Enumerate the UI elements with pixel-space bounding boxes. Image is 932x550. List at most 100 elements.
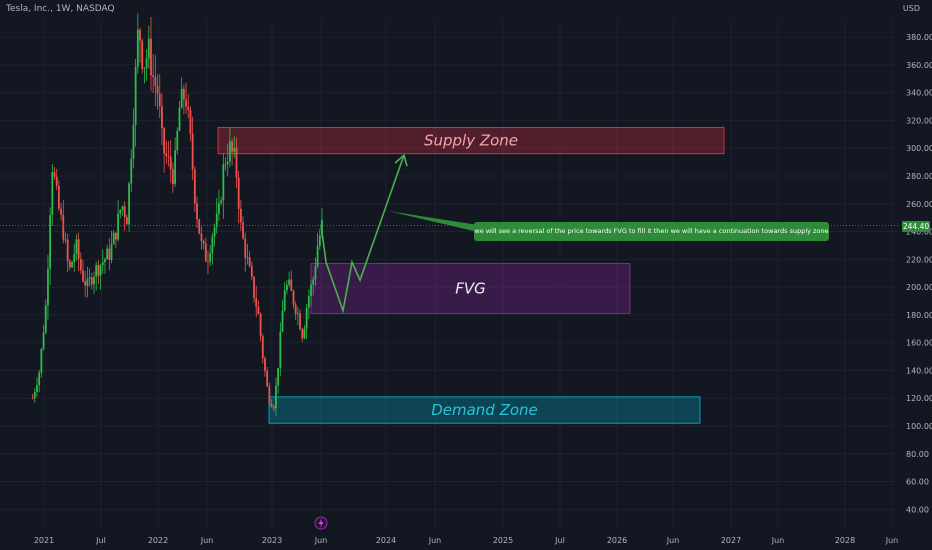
candle-body	[198, 219, 201, 234]
demand-zone	[268, 396, 701, 424]
candle-body	[161, 106, 163, 129]
candle-body	[266, 371, 269, 387]
candle-body	[101, 262, 104, 266]
candle-body	[53, 172, 56, 177]
candle-body	[270, 404, 273, 407]
x-tick-label: Jun	[200, 536, 214, 545]
candle-body	[132, 124, 135, 159]
candle-body	[73, 253, 76, 263]
candle-body	[268, 386, 271, 405]
candle-body	[60, 208, 62, 215]
candle-body	[44, 305, 47, 333]
candle-body	[299, 313, 301, 330]
x-tick-label: 2024	[376, 536, 396, 545]
candle-body	[196, 203, 198, 220]
x-tick-label: Jul	[554, 536, 565, 545]
candle-body	[134, 67, 137, 125]
candle-body	[110, 244, 113, 260]
candle-body	[290, 279, 293, 291]
candle-body	[104, 259, 106, 263]
candle-body	[93, 277, 95, 285]
candle-body	[33, 392, 36, 399]
y-tick-label: 80.00	[906, 450, 929, 459]
x-tick-label: Jul	[95, 536, 106, 545]
candle-body	[281, 310, 284, 332]
x-tick-label: Jun	[771, 536, 785, 545]
candle-body	[38, 372, 41, 386]
candle-body	[200, 233, 203, 242]
candle-body	[112, 232, 115, 245]
candle-body	[145, 58, 148, 68]
projection-arrowhead	[394, 153, 408, 167]
y-tick-label: 280.00	[906, 172, 932, 181]
candle-body	[174, 150, 176, 184]
candle-body	[294, 304, 297, 314]
candle-body	[296, 313, 299, 315]
candle-body	[106, 248, 109, 260]
candle-body	[182, 88, 185, 100]
fvg-zone-label: FVG	[455, 279, 486, 297]
y-tick-label: 120.00	[906, 394, 932, 403]
candle-body	[316, 246, 319, 267]
candle-body	[207, 261, 209, 263]
candle-body	[36, 385, 38, 393]
candle-body	[213, 227, 216, 237]
candle-body	[139, 29, 141, 41]
candle-body	[235, 147, 238, 178]
x-tick-label: 2025	[493, 536, 513, 545]
candle-body	[62, 214, 65, 240]
lightning-icon	[318, 518, 324, 528]
projection-path	[320, 154, 405, 314]
candle-body	[156, 85, 159, 94]
candle-body	[286, 284, 288, 291]
candle-body	[226, 161, 229, 165]
candle-body	[141, 40, 144, 69]
chart-title: Tesla, Inc., 1W, NASDAQ	[6, 4, 115, 14]
candle-body	[108, 248, 111, 260]
candle-body	[40, 348, 43, 373]
candle-body	[143, 67, 146, 69]
x-tick-label: 2023	[262, 536, 282, 545]
candle-body	[272, 406, 275, 409]
candle-body	[31, 398, 34, 400]
candle-body	[152, 75, 155, 78]
candle-body	[130, 158, 133, 184]
y-tick-label: 240.00	[906, 228, 932, 237]
last-price-tag: 244.40	[902, 221, 930, 232]
candle-body	[218, 203, 220, 214]
candle-body	[318, 235, 321, 247]
candle-body	[66, 239, 69, 262]
y-tick-label: 60.00	[906, 478, 929, 487]
y-tick-label: 380.00	[906, 33, 932, 42]
y-tick-label: 200.00	[906, 283, 932, 292]
candle-body	[123, 206, 126, 218]
candle-body	[84, 281, 87, 286]
candle-body	[314, 266, 317, 280]
x-tick-label: Jun	[885, 536, 899, 545]
candle-body	[136, 29, 139, 68]
candle-body	[128, 183, 130, 225]
candle-body	[259, 313, 262, 337]
candle-body	[288, 279, 290, 285]
candle-body	[191, 133, 194, 170]
candle-body	[250, 266, 253, 277]
candle-body	[193, 169, 196, 204]
candle-body	[150, 38, 152, 76]
x-tick-label: Jun	[666, 536, 680, 545]
candle-body	[275, 385, 277, 409]
fvg-zone	[310, 263, 631, 314]
candle-body	[58, 185, 60, 209]
y-tick-label: 180.00	[906, 311, 932, 320]
candle-body	[64, 239, 67, 241]
candle-body	[248, 257, 251, 267]
candle-body	[246, 257, 249, 259]
candle-body	[242, 222, 244, 239]
candle-body	[255, 298, 258, 308]
candle-body	[125, 217, 128, 225]
candle-body	[115, 232, 117, 240]
candle-body	[82, 270, 84, 282]
demand-zone-label: Demand Zone	[431, 401, 538, 419]
candle-body	[303, 328, 306, 339]
y-tick-label: 220.00	[906, 255, 932, 264]
